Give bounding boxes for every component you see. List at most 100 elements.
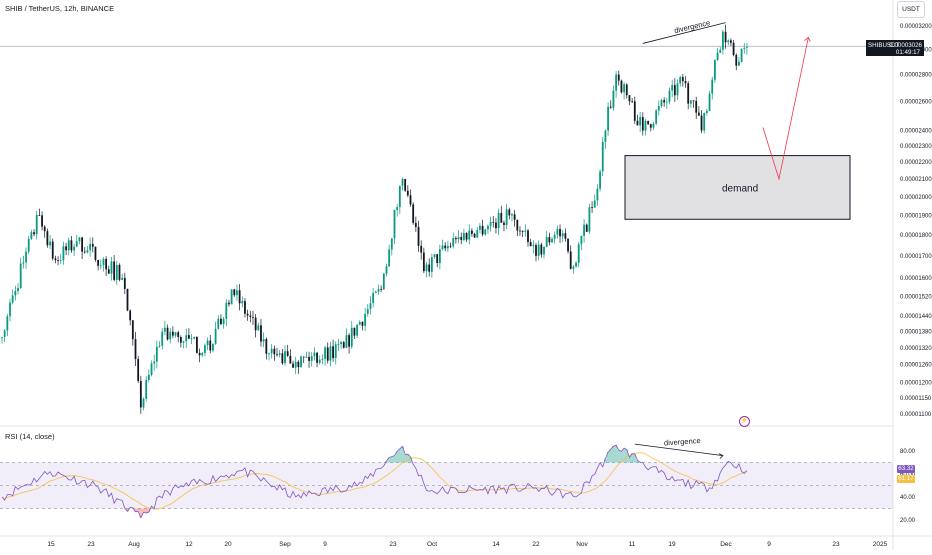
candle-body <box>255 318 257 331</box>
candle <box>260 319 262 347</box>
rsi-oversold-fill <box>142 509 145 513</box>
candle-body <box>621 81 623 93</box>
candle <box>180 335 182 347</box>
candle-body <box>25 252 27 263</box>
candle <box>71 236 73 253</box>
candle <box>653 122 655 130</box>
currency-button[interactable]: USDT <box>897 1 925 18</box>
candle-body <box>492 222 494 223</box>
candle <box>300 355 302 368</box>
candle <box>362 321 364 330</box>
candle <box>348 333 350 353</box>
price-tick-label: 0.00001320 <box>900 346 932 352</box>
candle-body <box>89 244 91 250</box>
candle-body <box>375 292 377 293</box>
candle <box>621 79 623 93</box>
candle-body <box>9 303 11 317</box>
candle <box>522 230 524 236</box>
rsi-indicator-title[interactable]: RSI (14, close) <box>5 432 55 441</box>
candle <box>599 169 601 191</box>
lightning-icon[interactable]: ⚡ <box>739 416 750 427</box>
candle-body <box>468 231 470 240</box>
candle <box>132 320 134 346</box>
candle <box>412 202 414 224</box>
candle <box>420 240 422 259</box>
candle <box>207 338 209 351</box>
candle <box>655 109 657 126</box>
candle-body <box>674 85 676 95</box>
candle <box>482 220 484 237</box>
candle-body <box>383 274 385 290</box>
candle-body <box>92 244 94 247</box>
candle <box>444 242 446 251</box>
time-tick-label: 9 <box>323 541 327 548</box>
candle <box>423 248 425 274</box>
candle-body <box>338 344 340 345</box>
candle-body <box>426 264 428 271</box>
candle <box>148 370 150 383</box>
candle-body <box>570 251 572 268</box>
candle-body <box>551 239 553 243</box>
candle <box>143 397 145 410</box>
candle <box>391 238 393 255</box>
candle-body <box>17 288 19 291</box>
candle-body <box>71 240 73 250</box>
candle <box>476 227 478 238</box>
candle-body <box>407 191 409 196</box>
candle-body <box>124 278 126 289</box>
candle <box>452 232 454 248</box>
candle-body <box>119 265 121 280</box>
candle-body <box>743 48 745 49</box>
candle <box>658 101 660 116</box>
bar-countdown: 01:49:17 <box>896 49 920 56</box>
candle <box>578 242 580 267</box>
candle-body <box>671 85 673 90</box>
candle-body <box>209 341 211 351</box>
candle <box>727 39 729 45</box>
candle-body <box>127 289 129 311</box>
candle-body <box>567 239 569 252</box>
candle-body <box>113 261 115 279</box>
candle-body <box>514 214 516 220</box>
price-tick-label: 0.00001100 <box>900 412 932 418</box>
candle <box>428 258 430 276</box>
candle <box>495 218 497 234</box>
candle <box>575 261 577 268</box>
candle <box>450 243 452 249</box>
candle-body <box>257 325 259 330</box>
candle-body <box>631 101 633 102</box>
candle <box>79 237 81 244</box>
candle <box>119 263 121 281</box>
candle <box>36 211 38 240</box>
candle-body <box>418 227 420 246</box>
candle <box>733 40 735 56</box>
candle <box>276 348 278 357</box>
candle-body <box>410 195 412 204</box>
candle-body <box>650 124 652 127</box>
candle <box>217 315 219 330</box>
candle <box>378 284 380 294</box>
candle-body <box>351 328 353 347</box>
price-tick-label: 0.00003200 <box>900 24 932 30</box>
candle <box>410 189 412 206</box>
candle <box>12 290 14 305</box>
candle-body <box>292 364 294 368</box>
candle <box>65 243 67 256</box>
candle <box>711 77 713 100</box>
candle <box>375 290 377 293</box>
candle <box>140 376 142 414</box>
candle <box>6 314 8 336</box>
candle <box>623 82 625 100</box>
candle <box>17 283 19 294</box>
candle <box>44 225 46 238</box>
candle-body <box>490 222 492 226</box>
time-tick-label: 23 <box>389 541 397 548</box>
time-tick-label: 19 <box>668 541 676 548</box>
candle-body <box>396 207 398 210</box>
candle <box>81 237 83 259</box>
candle-body <box>297 362 299 367</box>
candle-body <box>386 266 388 273</box>
candle <box>113 255 115 281</box>
